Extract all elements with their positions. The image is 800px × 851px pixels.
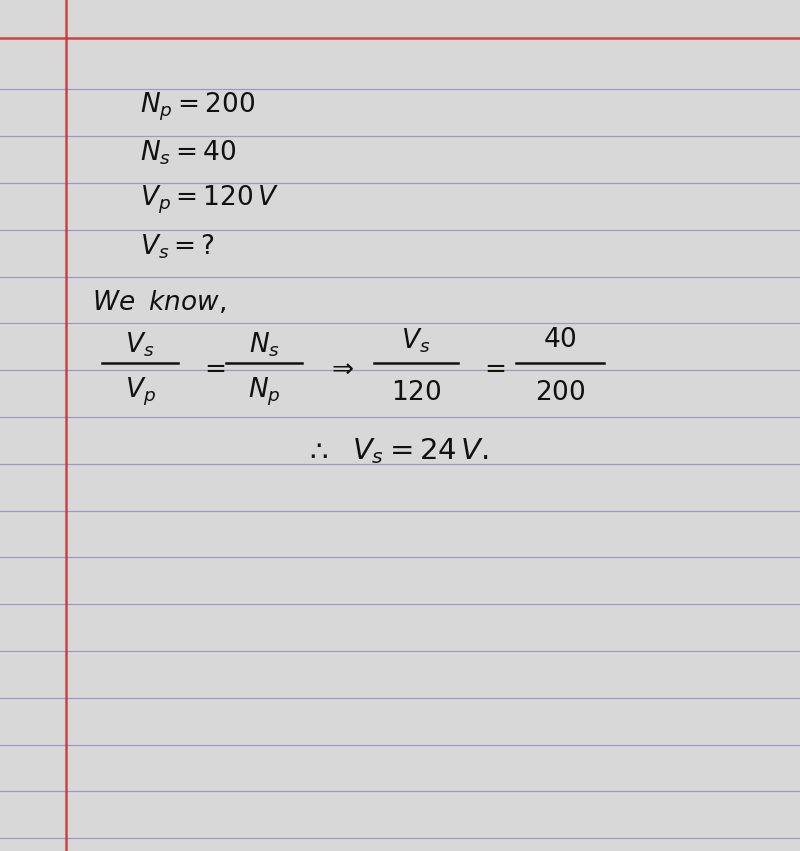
Text: $V_s = ?$: $V_s = ?$ <box>140 232 215 261</box>
Text: $\Rightarrow$: $\Rightarrow$ <box>326 356 354 381</box>
Text: $=$: $=$ <box>479 356 505 381</box>
Text: $V_p = 120\,V$: $V_p = 120\,V$ <box>140 184 279 216</box>
Text: $=$: $=$ <box>199 356 225 381</box>
Text: $200$: $200$ <box>534 380 586 406</box>
Text: $120$: $120$ <box>390 380 442 406</box>
Text: $N_s = 40$: $N_s = 40$ <box>140 139 236 168</box>
Text: $N_s$: $N_s$ <box>249 330 279 359</box>
Text: $V_s$: $V_s$ <box>126 330 154 359</box>
Text: $40$: $40$ <box>543 328 577 353</box>
Text: $V_p$: $V_p$ <box>125 375 155 408</box>
Text: $N_p$: $N_p$ <box>248 375 280 408</box>
Text: $V_s$: $V_s$ <box>402 326 430 355</box>
Text: $N_p = 200$: $N_p = 200$ <box>140 90 255 123</box>
Text: $\therefore$: $\therefore$ <box>304 437 329 465</box>
Text: $V_s = 24\,V.$: $V_s = 24\,V.$ <box>352 436 489 466</box>
Text: $We\;\;know,$: $We\;\;know,$ <box>92 288 226 316</box>
